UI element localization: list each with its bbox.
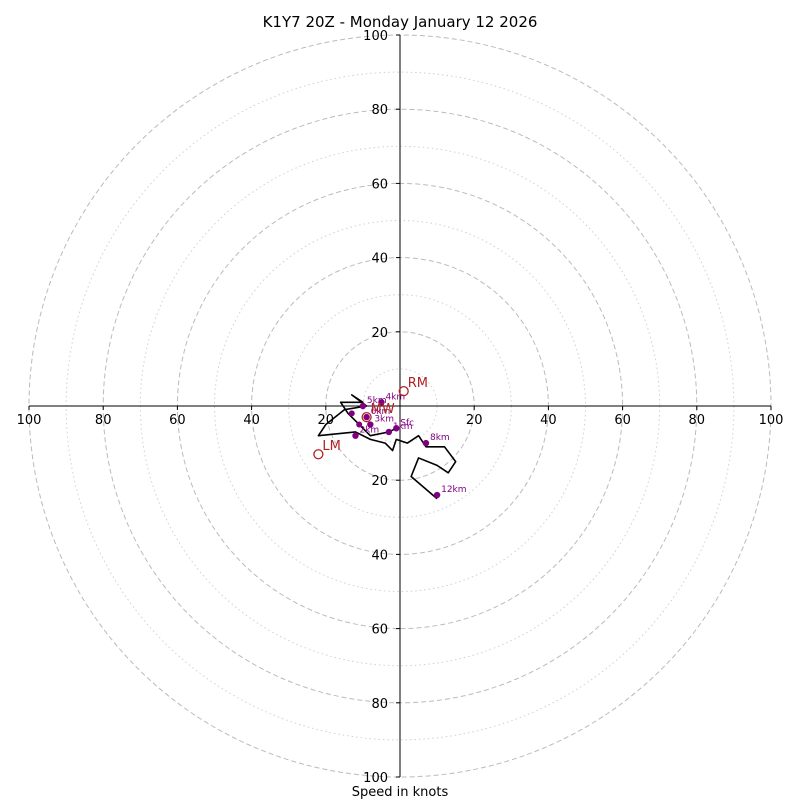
level-point bbox=[393, 425, 400, 432]
x-tick-label: 20 bbox=[318, 413, 335, 428]
storm-motion-label: RM bbox=[408, 376, 428, 391]
level-label: 1km bbox=[393, 422, 413, 432]
storm-motion-label: MW bbox=[371, 402, 395, 417]
y-tick-label: 80 bbox=[371, 697, 388, 712]
level-label: 2km bbox=[359, 426, 379, 436]
level-point bbox=[356, 421, 363, 428]
x-tick-label: 80 bbox=[689, 413, 706, 428]
level-point bbox=[348, 410, 355, 417]
level-point bbox=[422, 439, 430, 447]
level-label: 5km bbox=[367, 396, 387, 406]
chart-title: K1Y7 20Z - Monday January 12 2026 bbox=[263, 13, 538, 31]
y-tick-label: 80 bbox=[371, 103, 388, 118]
level-point bbox=[352, 432, 359, 439]
level-label: 3km bbox=[374, 415, 394, 425]
level-point bbox=[378, 399, 385, 406]
wind-trace-line bbox=[317, 394, 457, 500]
storm-motion-point bbox=[313, 449, 324, 460]
x-tick-label: 60 bbox=[614, 413, 631, 428]
y-tick-label: 20 bbox=[371, 326, 388, 341]
x-tick-label: 20 bbox=[466, 413, 483, 428]
y-tick-label: 100 bbox=[363, 771, 388, 786]
x-tick-label: 100 bbox=[17, 413, 42, 428]
axes: 100 80 60 40 20 20 40 60 80 100 100 80 60 40 20 20 40 60 8… bbox=[17, 29, 784, 786]
level-point bbox=[363, 413, 370, 421]
level-point bbox=[433, 491, 441, 499]
level-label: 8km bbox=[430, 433, 450, 443]
wind-profile-trace bbox=[317, 394, 457, 500]
storm-motion-point bbox=[361, 411, 372, 423]
y-tick-label: 40 bbox=[371, 548, 388, 563]
level-point bbox=[359, 402, 367, 410]
level-label: 12km bbox=[441, 485, 466, 495]
x-tick-label: 40 bbox=[243, 413, 260, 428]
level-label: 4km bbox=[385, 392, 405, 402]
level-label: 6km bbox=[371, 407, 391, 417]
storm-motion-point bbox=[398, 386, 409, 397]
level-point bbox=[385, 428, 393, 436]
y-tick-label: 100 bbox=[363, 29, 388, 44]
y-tick-label: 60 bbox=[371, 177, 388, 192]
x-tick-label: 80 bbox=[95, 413, 112, 428]
x-tick-label: 60 bbox=[169, 413, 186, 428]
level-label: Sfc bbox=[400, 418, 414, 428]
x-axis-label: Speed in knots bbox=[352, 785, 449, 800]
storm-motion-markers: RM LM MW bbox=[313, 376, 428, 460]
y-tick-label: 20 bbox=[371, 474, 388, 489]
x-tick-label: 100 bbox=[759, 413, 784, 428]
x-tick-label: 40 bbox=[540, 413, 557, 428]
y-tick-label: 40 bbox=[371, 252, 388, 267]
y-tick-label: 60 bbox=[371, 623, 388, 638]
level-point bbox=[367, 421, 374, 428]
storm-motion-label: LM bbox=[322, 439, 340, 454]
